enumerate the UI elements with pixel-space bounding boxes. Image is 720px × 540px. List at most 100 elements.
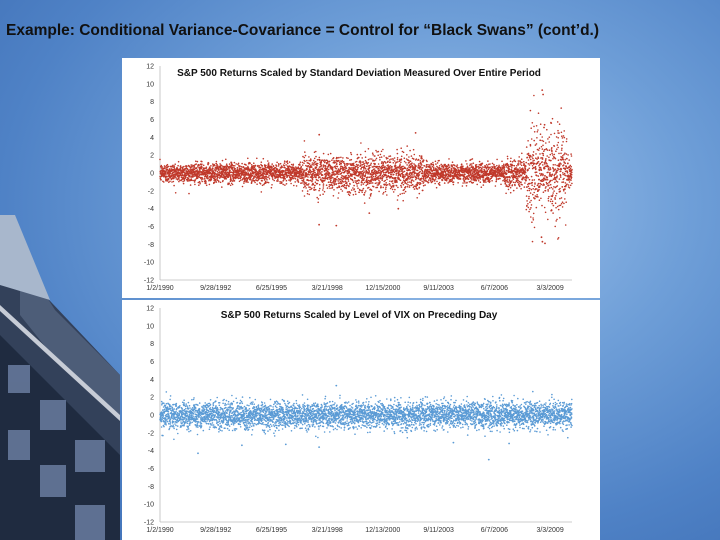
data-point xyxy=(457,167,459,169)
data-point xyxy=(543,167,546,169)
data-point xyxy=(337,192,340,194)
data-point xyxy=(478,160,481,163)
data-point xyxy=(343,168,345,171)
data-point xyxy=(196,167,198,169)
data-point xyxy=(466,163,468,165)
data-point xyxy=(541,204,543,207)
data-point xyxy=(259,172,262,175)
data-point xyxy=(331,173,334,175)
data-point xyxy=(471,179,473,181)
data-point xyxy=(346,181,348,184)
data-point xyxy=(221,186,223,188)
data-point xyxy=(317,174,320,177)
data-point xyxy=(549,168,552,170)
data-point xyxy=(525,165,527,167)
data-point xyxy=(519,171,521,174)
data-point xyxy=(393,160,396,162)
data-point xyxy=(327,168,330,171)
data-point xyxy=(393,171,396,174)
data-point xyxy=(556,164,558,167)
data-point xyxy=(537,196,539,198)
data-point xyxy=(534,144,537,146)
data-point xyxy=(535,206,538,209)
data-point xyxy=(412,148,415,151)
data-point xyxy=(489,166,491,168)
data-point xyxy=(381,161,383,163)
data-point xyxy=(178,176,181,178)
data-point xyxy=(364,190,367,192)
data-point xyxy=(367,183,369,185)
data-point xyxy=(330,182,333,184)
data-point xyxy=(551,147,553,149)
data-point xyxy=(559,197,561,200)
data-point xyxy=(374,182,377,185)
data-point xyxy=(200,179,203,181)
data-point xyxy=(240,165,243,168)
data-point xyxy=(288,174,290,176)
data-point xyxy=(314,184,316,187)
data-point xyxy=(509,186,512,189)
data-point xyxy=(539,185,541,187)
data-point xyxy=(396,158,399,161)
data-point xyxy=(362,173,364,175)
data-point xyxy=(424,175,427,178)
data-point xyxy=(241,185,244,188)
data-point xyxy=(265,181,267,183)
data-point xyxy=(471,165,473,167)
data-point xyxy=(437,166,439,169)
data-point xyxy=(471,168,473,171)
data-point xyxy=(400,147,403,149)
data-point xyxy=(200,165,203,168)
data-point xyxy=(258,165,261,167)
data-point xyxy=(182,176,185,179)
data-point xyxy=(286,160,289,162)
data-point xyxy=(373,168,376,170)
data-point xyxy=(284,166,286,169)
data-point xyxy=(173,165,176,167)
data-point xyxy=(533,226,536,229)
data-point xyxy=(228,168,231,170)
data-point xyxy=(303,156,306,159)
data-point xyxy=(392,159,395,161)
data-point xyxy=(553,145,556,147)
data-point xyxy=(303,195,306,197)
data-point xyxy=(311,166,313,168)
data-point xyxy=(332,171,335,173)
data-point xyxy=(541,161,543,163)
data-point xyxy=(354,190,357,193)
data-point xyxy=(217,165,219,167)
data-point xyxy=(165,170,167,172)
data-point xyxy=(556,169,559,172)
data-point xyxy=(431,165,434,168)
data-point xyxy=(519,163,522,165)
data-point xyxy=(226,168,229,171)
data-point xyxy=(228,163,231,165)
data-point xyxy=(543,161,546,164)
data-point xyxy=(166,180,169,182)
data-point xyxy=(279,162,282,165)
data-point xyxy=(354,177,356,180)
data-point xyxy=(516,173,518,176)
data-point xyxy=(182,180,184,183)
data-point xyxy=(339,168,342,170)
data-point xyxy=(441,165,443,168)
data-point xyxy=(244,169,247,171)
data-point xyxy=(238,170,240,173)
data-point xyxy=(326,161,329,164)
data-point xyxy=(283,164,286,167)
data-point xyxy=(437,177,440,180)
data-point xyxy=(349,192,352,194)
data-point xyxy=(437,170,439,172)
data-point xyxy=(361,163,364,166)
data-point xyxy=(204,179,207,182)
data-point xyxy=(461,185,464,187)
data-point xyxy=(388,155,390,158)
data-point xyxy=(313,162,315,165)
data-point xyxy=(355,160,358,163)
data-point xyxy=(518,185,521,188)
data-point xyxy=(264,170,267,172)
data-point xyxy=(352,187,354,189)
data-point xyxy=(526,156,529,159)
data-point xyxy=(247,181,249,183)
data-point xyxy=(318,171,321,173)
